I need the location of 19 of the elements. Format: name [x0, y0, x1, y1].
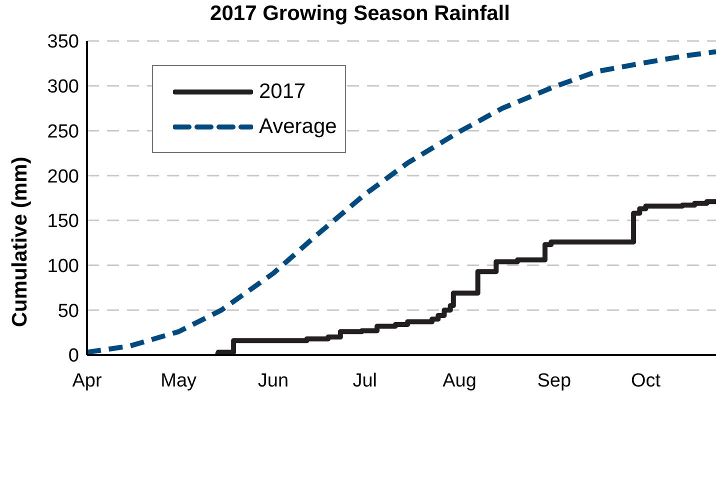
chart-title: 2017 Growing Season Rainfall: [209, 2, 511, 26]
y-tick-label: 0: [68, 346, 79, 367]
y-tick-label: 350: [47, 32, 79, 53]
legend-label: Average: [259, 114, 337, 138]
legend-label: 2017: [259, 80, 306, 104]
y-tick-label: 300: [47, 76, 79, 98]
y-tick-label: 50: [58, 300, 79, 322]
y-tick-label: 200: [47, 166, 79, 188]
y-tick-label: 100: [47, 256, 79, 278]
x-tick-label: Apr: [72, 370, 102, 392]
x-tick-label: Aug: [442, 370, 476, 392]
x-tick-label: May: [160, 370, 198, 392]
y-axis-title: Cumulative (mm): [8, 156, 32, 328]
x-tick-label: Oct: [630, 370, 662, 392]
x-tick-label: Jun: [258, 370, 289, 392]
y-tick-label: 250: [47, 121, 79, 142]
x-tick-label: Jul: [352, 370, 378, 392]
x-tick-label: Sep: [537, 370, 572, 392]
y-tick-label: 150: [47, 211, 79, 232]
